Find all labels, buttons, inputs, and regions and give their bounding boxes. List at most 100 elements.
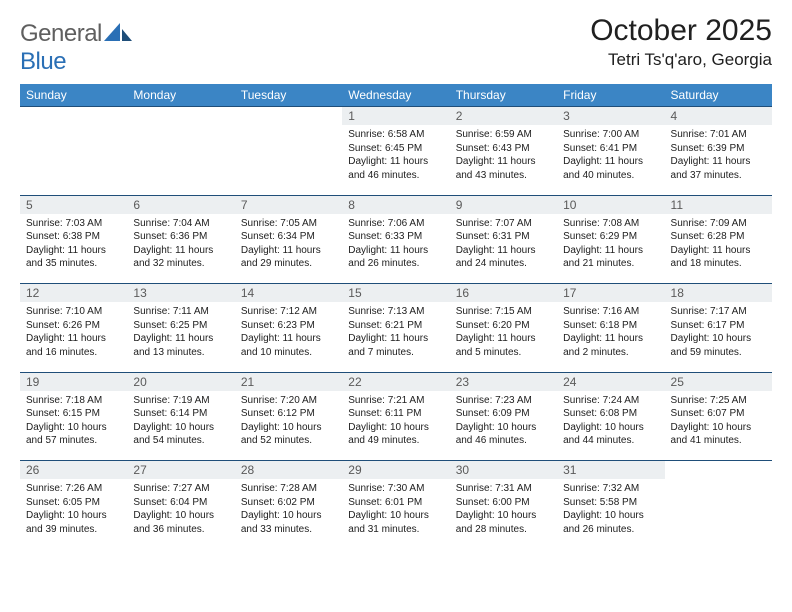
weekday-header: Friday — [557, 84, 664, 107]
sunrise-line: Sunrise: 7:06 AM — [348, 217, 443, 231]
sunrise-line: Sunrise: 7:19 AM — [133, 394, 228, 408]
day-number-row: 12131415161718 — [20, 284, 772, 303]
day-detail-row: Sunrise: 7:10 AMSunset: 6:26 PMDaylight:… — [20, 302, 772, 372]
sunset-line: Sunset: 6:01 PM — [348, 496, 443, 510]
daylight-line: Daylight: 11 hours and 37 minutes. — [671, 155, 766, 182]
day-number-cell: 24 — [557, 372, 664, 391]
sunset-line: Sunset: 6:11 PM — [348, 407, 443, 421]
sunset-line: Sunset: 6:12 PM — [241, 407, 336, 421]
sunset-line: Sunset: 6:45 PM — [348, 142, 443, 156]
sunrise-line: Sunrise: 7:16 AM — [563, 305, 658, 319]
sunrise-line: Sunrise: 7:32 AM — [563, 482, 658, 496]
daylight-line: Daylight: 11 hours and 18 minutes. — [671, 244, 766, 271]
daylight-line: Daylight: 10 hours and 57 minutes. — [26, 421, 121, 448]
day-detail-cell: Sunrise: 7:04 AMSunset: 6:36 PMDaylight:… — [127, 214, 234, 284]
day-number-cell: 26 — [20, 461, 127, 480]
calendar-body: 1234 Sunrise: 6:58 AMSunset: 6:45 PM Dayli… — [20, 107, 772, 550]
daylight-line: Daylight: 10 hours and 28 minutes. — [456, 509, 551, 536]
sunrise-line: Sunrise: 7:03 AM — [26, 217, 121, 231]
sunrise-line: Sunrise: 6:58 AM — [348, 128, 443, 142]
daylight-line: Daylight: 11 hours and 7 minutes. — [348, 332, 443, 359]
day-detail-cell: Sunrise: 7:17 AMSunset: 6:17 PMDaylight:… — [665, 302, 772, 372]
daylight-line: Daylight: 11 hours and 21 minutes. — [563, 244, 658, 271]
day-number-cell — [665, 461, 772, 480]
daylight-line: Daylight: 11 hours and 24 minutes. — [456, 244, 551, 271]
logo-sail-icon — [104, 21, 134, 45]
day-number-cell: 21 — [235, 372, 342, 391]
day-detail-row: Sunrise: 6:58 AMSunset: 6:45 PM Daylight:… — [20, 125, 772, 195]
day-number-cell: 18 — [665, 284, 772, 303]
day-detail-cell: Sunrise: 7:18 AMSunset: 6:15 PMDaylight:… — [20, 391, 127, 461]
weekday-header: Thursday — [450, 84, 557, 107]
day-number-cell: 13 — [127, 284, 234, 303]
day-number-cell: 9 — [450, 195, 557, 214]
daylight-line: Daylight: 11 hours and 29 minutes. — [241, 244, 336, 271]
sunset-line: Sunset: 6:04 PM — [133, 496, 228, 510]
day-number-cell: 25 — [665, 372, 772, 391]
sunset-line: Sunset: 6:17 PM — [671, 319, 766, 333]
sunset-line: Sunset: 6:34 PM — [241, 230, 336, 244]
location: Tetri Ts'q'aro, Georgia — [590, 50, 772, 70]
day-number-cell: 3 — [557, 107, 664, 126]
sunset-line: Sunset: 6:39 PM — [671, 142, 766, 156]
day-detail-cell: Sunrise: 7:03 AMSunset: 6:38 PMDaylight:… — [20, 214, 127, 284]
day-number-cell: 4 — [665, 107, 772, 126]
sunset-line: Sunset: 6:15 PM — [26, 407, 121, 421]
day-detail-cell — [127, 125, 234, 195]
logo-word-2: Blue — [20, 48, 66, 75]
sunset-line: Sunset: 6:26 PM — [26, 319, 121, 333]
sunrise-line: Sunrise: 7:26 AM — [26, 482, 121, 496]
sunset-line: Sunset: 6:38 PM — [26, 230, 121, 244]
sunset-line: Sunset: 6:43 PM — [456, 142, 551, 156]
day-number-row: 567891011 — [20, 195, 772, 214]
day-detail-cell: Sunrise: 7:25 AMSunset: 6:07 PMDaylight:… — [665, 391, 772, 461]
day-number-cell: 14 — [235, 284, 342, 303]
day-number-cell: 6 — [127, 195, 234, 214]
day-number-cell: 31 — [557, 461, 664, 480]
day-number-cell: 2 — [450, 107, 557, 126]
daylight-line: Daylight: 11 hours and 2 minutes. — [563, 332, 658, 359]
sunrise-line: Sunrise: 7:12 AM — [241, 305, 336, 319]
sunrise-line: Sunrise: 7:13 AM — [348, 305, 443, 319]
calendar-table: SundayMondayTuesdayWednesdayThursdayFrid… — [20, 84, 772, 549]
sunset-line: Sunset: 6:21 PM — [348, 319, 443, 333]
daylight-line: Daylight: 10 hours and 54 minutes. — [133, 421, 228, 448]
logo-word-1: General — [20, 20, 102, 47]
logo: General Blue — [20, 14, 134, 76]
sunrise-line: Sunrise: 7:28 AM — [241, 482, 336, 496]
daylight-line: Daylight: 10 hours and 59 minutes. — [671, 332, 766, 359]
sunset-line: Sunset: 6:18 PM — [563, 319, 658, 333]
sunrise-line: Sunrise: 7:23 AM — [456, 394, 551, 408]
header: General Blue October 2025 Tetri Ts'q'aro… — [20, 14, 772, 76]
sunset-line: Sunset: 6:33 PM — [348, 230, 443, 244]
day-detail-cell: Sunrise: 7:28 AMSunset: 6:02 PMDaylight:… — [235, 479, 342, 549]
sunset-line: Sunset: 6:23 PM — [241, 319, 336, 333]
day-detail-cell: Sunrise: 7:15 AMSunset: 6:20 PMDaylight:… — [450, 302, 557, 372]
sunset-line: Sunset: 6:29 PM — [563, 230, 658, 244]
day-detail-cell: Sunrise: 7:09 AMSunset: 6:28 PMDaylight:… — [665, 214, 772, 284]
daylight-line: Daylight: 11 hours and 40 minutes. — [563, 155, 658, 182]
daylight-line: Daylight: 11 hours and 13 minutes. — [133, 332, 228, 359]
calendar-header-row: SundayMondayTuesdayWednesdayThursdayFrid… — [20, 84, 772, 107]
day-detail-cell: Sunrise: 7:08 AMSunset: 6:29 PMDaylight:… — [557, 214, 664, 284]
sunrise-line: Sunrise: 7:27 AM — [133, 482, 228, 496]
sunrise-line: Sunrise: 7:30 AM — [348, 482, 443, 496]
sunrise-line: Sunrise: 7:10 AM — [26, 305, 121, 319]
weekday-header: Monday — [127, 84, 234, 107]
sunrise-line: Sunrise: 7:04 AM — [133, 217, 228, 231]
sunrise-line: Sunrise: 7:17 AM — [671, 305, 766, 319]
daylight-line: Daylight: 10 hours and 31 minutes. — [348, 509, 443, 536]
daylight-line: Daylight: 11 hours and 35 minutes. — [26, 244, 121, 271]
day-number-row: 19202122232425 — [20, 372, 772, 391]
day-number-row: 262728293031 — [20, 461, 772, 480]
daylight-line: Daylight: 10 hours and 33 minutes. — [241, 509, 336, 536]
day-number-cell: 1 — [342, 107, 449, 126]
daylight-line: Daylight: 11 hours and 16 minutes. — [26, 332, 121, 359]
calendar-page: General Blue October 2025 Tetri Ts'q'aro… — [0, 0, 792, 559]
day-number-cell: 22 — [342, 372, 449, 391]
sunset-line: Sunset: 6:25 PM — [133, 319, 228, 333]
day-detail-cell: Sunrise: 7:11 AMSunset: 6:25 PMDaylight:… — [127, 302, 234, 372]
logo-text: General Blue — [20, 20, 102, 76]
sunrise-line: Sunrise: 7:09 AM — [671, 217, 766, 231]
day-detail-cell — [235, 125, 342, 195]
